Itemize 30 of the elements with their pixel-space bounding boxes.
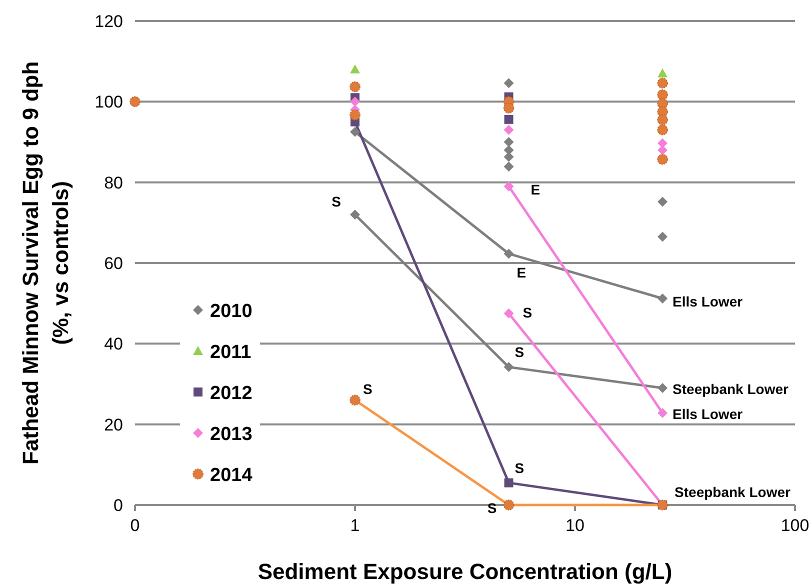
legend-label: 2014 bbox=[210, 465, 253, 486]
annotation: S bbox=[522, 304, 532, 320]
annotation: Ells Lower bbox=[672, 406, 744, 422]
x-tick-label: 100 bbox=[780, 516, 810, 535]
y-tick-label: 120 bbox=[94, 12, 123, 31]
annotation: E bbox=[530, 181, 540, 198]
annotation: S bbox=[363, 381, 372, 398]
y-tick-label: 60 bbox=[104, 254, 123, 273]
y-tick-label: 100 bbox=[94, 92, 123, 112]
annotation: S bbox=[487, 500, 497, 516]
y-tick-label: 20 bbox=[104, 415, 123, 434]
annotation: E bbox=[516, 264, 526, 281]
legend-label: 2011 bbox=[210, 342, 252, 363]
annotation: Steepbank Lower bbox=[674, 484, 792, 500]
annotation: Steepbank Lower bbox=[672, 381, 790, 398]
y-tick-label: 40 bbox=[104, 334, 123, 354]
x-tick-label: 10 bbox=[566, 516, 584, 535]
annotation: Ells Lower bbox=[672, 293, 744, 310]
annotation: S bbox=[514, 460, 524, 476]
legend-label: 2010 bbox=[210, 301, 252, 322]
annotation: S bbox=[514, 344, 524, 360]
y-axis-title: Fathead Minnow Survival Egg to 9 dph (%, vs controls) bbox=[18, 61, 73, 465]
legend-label: 2013 bbox=[210, 424, 252, 445]
annotation: S bbox=[332, 194, 341, 210]
y-tick-label: 0 bbox=[114, 496, 123, 515]
x-axis-title: Sediment Exposure Concentration (g/L) bbox=[258, 559, 672, 584]
legend-label: 2012 bbox=[210, 383, 252, 404]
x-tick-label: 1 bbox=[350, 516, 360, 535]
x-tick-label: 0 bbox=[130, 516, 140, 535]
y-tick-label: 80 bbox=[104, 173, 123, 192]
